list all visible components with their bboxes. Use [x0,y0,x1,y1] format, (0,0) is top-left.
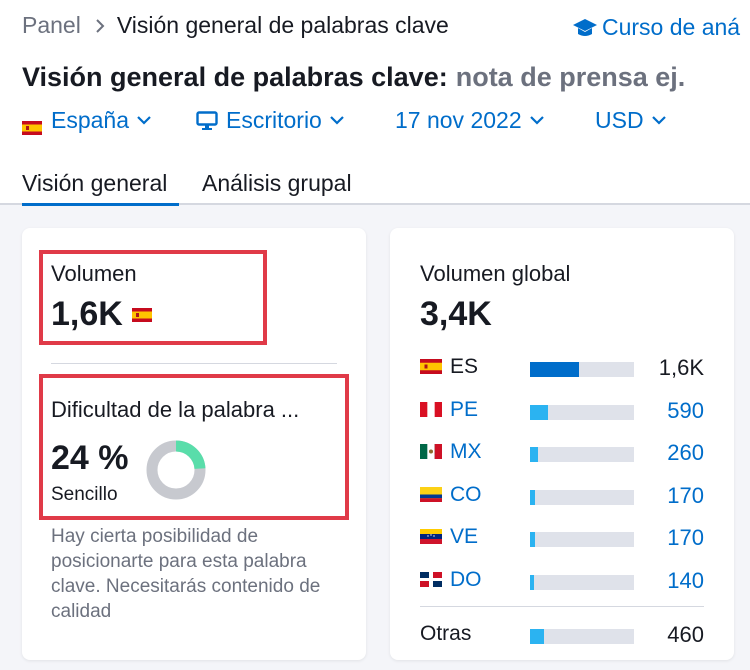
filters-bar: España Escritorio 17 nov 2022 USD [0,107,750,139]
volume-highlight-box [39,250,267,345]
country-code[interactable]: PE [450,397,479,421]
breadcrumb: Panel Visión general de palabras clave [22,12,449,39]
country-bar [530,489,634,505]
chevron-down-icon [651,116,666,125]
country-code: ES [450,355,479,378]
volume-value: 1,6K [51,295,123,333]
pe-flag-icon [420,401,442,417]
difficulty-highlight-box [39,374,349,520]
country-bar-fill [530,447,538,462]
co-flag-icon [420,486,442,502]
global-volume-value: 3,4K [420,295,492,333]
tab-cluster-analysis[interactable]: Análisis grupal [202,170,352,203]
difficulty-donut-chart [146,440,206,500]
country-bar [530,532,634,547]
country-value[interactable]: 590 [667,397,704,423]
country-code[interactable]: MX [450,440,482,463]
global-volume-card: Volumen global 3,4K ES 1,6K PE 590 MX 260 CO 17… [390,228,734,660]
graduation-cap-icon [573,19,597,36]
do-flag-icon [420,571,442,587]
country-row-ve[interactable]: VE 170 [420,523,710,553]
country-value[interactable]: 260 [667,440,704,465]
country-row-do[interactable]: DO 140 [420,566,710,596]
currency-dropdown-label: USD [595,107,644,133]
es-flag-icon [420,359,442,374]
course-link[interactable]: Curso de aná [572,14,740,41]
country-bar-fill [530,489,535,505]
country-bar-fill [530,362,579,377]
others-bar [530,629,634,644]
chevron-down-icon [330,116,344,125]
tab-overview-label: Visión general [22,170,168,196]
page-header: Panel Visión general de palabras clave Cu… [0,0,750,206]
page-title-keyword: nota de prensa ej. [455,62,686,92]
global-volume-label: Volumen global [420,261,571,286]
difficulty-description: Hay cierta posibilidad de posicionarte p… [51,526,321,622]
spain-flag-icon [22,114,42,135]
country-value[interactable]: 170 [667,482,704,508]
mx-flag-icon [420,444,442,459]
spain-flag-icon [131,307,152,322]
country-value[interactable]: 170 [667,525,704,550]
course-link-label: Curso de aná [602,14,741,40]
country-code[interactable]: VE [450,525,479,548]
country-bar [530,362,634,377]
country-bar-fill [530,574,534,590]
country-dropdown[interactable]: España [22,107,151,135]
tab-cluster-analysis-label: Análisis grupal [202,170,352,196]
device-dropdown-label: Escritorio [226,107,322,133]
breadcrumb-panel-link[interactable]: Panel [22,12,81,38]
ve-flag-icon [420,529,442,544]
country-bar [530,447,634,462]
volume-difficulty-card: Volumen 1,6K Dificultad de la palabra ..… [22,228,366,660]
monitor-icon [196,110,218,130]
country-code[interactable]: DO [450,567,482,591]
donut-fill [146,440,206,500]
country-bar [530,574,634,590]
difficulty-value: 24 % [51,439,129,477]
tab-overview[interactable]: Visión general [22,170,179,206]
page-title: Visión general de palabras clave: nota de… [22,62,685,93]
tabs: Visión general Análisis grupal [0,170,750,206]
country-row-mx[interactable]: MX 260 [420,438,710,468]
country-row-others: Otras 460 [420,620,710,650]
others-label: Otras [420,622,472,645]
others-value: 460 [667,622,704,647]
country-row-co[interactable]: CO 170 [420,481,710,511]
country-row-pe[interactable]: PE 590 [420,396,710,426]
difficulty-level: Sencillo [51,484,118,505]
difficulty-label: Dificultad de la palabra ... [51,397,300,422]
country-bar-fill [530,404,548,420]
date-dropdown[interactable]: 17 nov 2022 [395,107,544,134]
device-dropdown[interactable]: Escritorio [196,107,344,134]
chevron-down-icon [529,116,544,125]
divider [51,363,337,364]
chevron-right-icon [95,12,105,39]
chevron-down-icon [137,116,151,125]
country-row-es: ES 1,6K [420,353,710,383]
country-value[interactable]: 140 [667,567,704,593]
country-dropdown-label: España [51,107,130,133]
country-code[interactable]: CO [450,482,482,506]
breadcrumb-current: Visión general de palabras clave [116,12,449,38]
country-bar-fill [530,532,535,547]
volume-label: Volumen [51,261,137,286]
date-dropdown-label: 17 nov 2022 [395,107,522,133]
others-bar-fill [530,629,544,644]
country-bar [530,404,634,420]
divider [420,606,704,607]
volume-value-row: 1,6K [51,295,152,334]
country-value: 1,6K [658,355,704,380]
page-title-prefix: Visión general de palabras clave: [22,62,448,92]
currency-dropdown[interactable]: USD [595,107,666,134]
